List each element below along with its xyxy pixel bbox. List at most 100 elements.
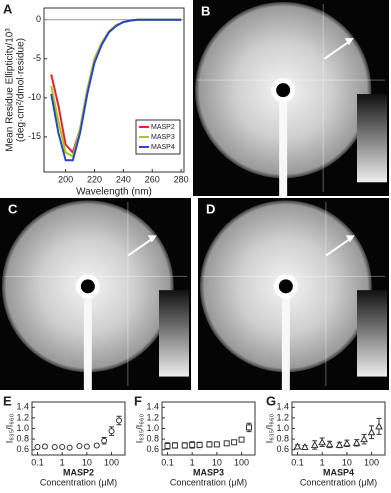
- y-tick-label: -15: [28, 131, 41, 141]
- marker: [164, 442, 171, 449]
- marker: [310, 440, 319, 448]
- x-tick-label: 10: [212, 457, 222, 467]
- y-axis-label: I₆₃₅/I₆₆₀: [134, 414, 144, 444]
- marker: [223, 440, 230, 447]
- beam-stop: [276, 83, 291, 98]
- y-tick-label: -5: [33, 53, 41, 63]
- y-tick-label: 1.0: [276, 423, 289, 433]
- marker: [181, 442, 188, 449]
- marker: [93, 442, 100, 449]
- x-axis-label: Concentration (μM): [170, 477, 247, 487]
- panel-label: F: [134, 393, 142, 408]
- x-tick-label: 260: [145, 174, 160, 184]
- scale-bar: [159, 290, 189, 377]
- marker: [293, 442, 302, 450]
- y-axis-label: Mean Residue Ellipticity/10³: [5, 28, 16, 152]
- scattering-image: C: [0, 198, 191, 390]
- x-tick-label: 0.1: [291, 457, 304, 467]
- marker: [206, 441, 213, 448]
- series-line: [50, 18, 182, 162]
- panel-label: D: [206, 201, 215, 216]
- y-tick-label: 1.2: [16, 412, 29, 422]
- series-label: MASP2: [63, 467, 94, 477]
- series-label: MASP4: [323, 467, 354, 477]
- x-tick-label: 0.1: [31, 457, 44, 467]
- marker: [352, 438, 361, 446]
- x-tick-label: 10: [342, 457, 352, 467]
- scattering-image: B: [193, 0, 389, 196]
- marker: [335, 440, 344, 448]
- marker: [108, 428, 115, 435]
- marker: [196, 441, 203, 448]
- arrow: [325, 237, 352, 257]
- marker: [41, 443, 48, 450]
- x-tick-label: 200: [58, 174, 73, 184]
- x-tick-label: 100: [234, 457, 249, 467]
- marker: [115, 417, 122, 424]
- marker: [213, 441, 220, 448]
- marker: [51, 444, 58, 451]
- panel-label: B: [201, 3, 210, 18]
- x-tick-label: 1: [190, 457, 195, 467]
- y-tick-label: 1.2: [276, 412, 289, 422]
- x-axis-label: Concentration (μM): [40, 477, 117, 487]
- y-tick-label: 0: [36, 14, 41, 24]
- marker: [189, 441, 196, 448]
- y-axis-label: I₆₃₅/I₆₆₀: [264, 414, 274, 444]
- marker: [101, 437, 108, 444]
- panel-label: A: [3, 1, 13, 16]
- marker: [325, 440, 334, 448]
- y-axis-label: (deg·cm²/dmol·residue): [16, 38, 27, 142]
- panel-label: G: [266, 393, 276, 408]
- scattering-image: D: [198, 198, 389, 390]
- marker: [83, 443, 90, 450]
- x-tick-label: 220: [87, 174, 102, 184]
- arrow-head: [147, 235, 157, 243]
- y-tick-label: 1.4: [146, 402, 159, 412]
- y-tick-label: 0.8: [146, 433, 159, 443]
- beam-stop: [80, 279, 95, 294]
- beam-stop-arm: [83, 286, 92, 390]
- marker: [343, 439, 351, 447]
- marker: [238, 436, 245, 443]
- marker: [245, 424, 252, 431]
- x-tick-label: 100: [104, 457, 119, 467]
- y-tick-label: 1.0: [146, 423, 159, 433]
- y-tick-label: 1.0: [16, 423, 29, 433]
- beam-stop-arm: [279, 90, 288, 196]
- y-axis-label: I₆₃₅/I₆₆₀: [4, 414, 14, 444]
- arrow-head: [344, 38, 354, 46]
- marker: [66, 444, 73, 451]
- panel-label: C: [8, 201, 18, 216]
- y-tick-label: 0.8: [16, 433, 29, 443]
- y-tick-label: 1.2: [146, 412, 159, 422]
- legend-label: MASP3: [151, 134, 175, 141]
- y-tick-label: 1.4: [276, 402, 289, 412]
- marker: [76, 442, 83, 449]
- marker: [375, 422, 383, 430]
- scale-bar: [357, 290, 387, 377]
- plot-frame: [43, 7, 185, 173]
- marker: [171, 442, 178, 449]
- y-tick-label: 0.8: [276, 433, 289, 443]
- y-tick-label: 0.6: [16, 444, 29, 454]
- arrow: [127, 237, 154, 257]
- marker: [367, 428, 376, 436]
- beam-stop-arm: [281, 286, 290, 390]
- marker: [59, 444, 66, 451]
- x-tick-label: 100: [364, 457, 379, 467]
- beam-stop: [278, 279, 293, 294]
- marker: [231, 439, 238, 446]
- y-tick-label: -10: [28, 92, 41, 102]
- arrow: [323, 40, 351, 60]
- x-axis-label: Wavelength (nm): [76, 187, 152, 198]
- marker: [301, 443, 309, 451]
- legend-label: MASP4: [151, 144, 175, 151]
- y-tick-label: 0.6: [146, 444, 159, 454]
- marker: [34, 444, 41, 451]
- legend-label: MASP2: [151, 124, 175, 131]
- x-tick-label: 280: [174, 174, 189, 184]
- scale-bar: [357, 94, 387, 183]
- marker: [360, 435, 368, 443]
